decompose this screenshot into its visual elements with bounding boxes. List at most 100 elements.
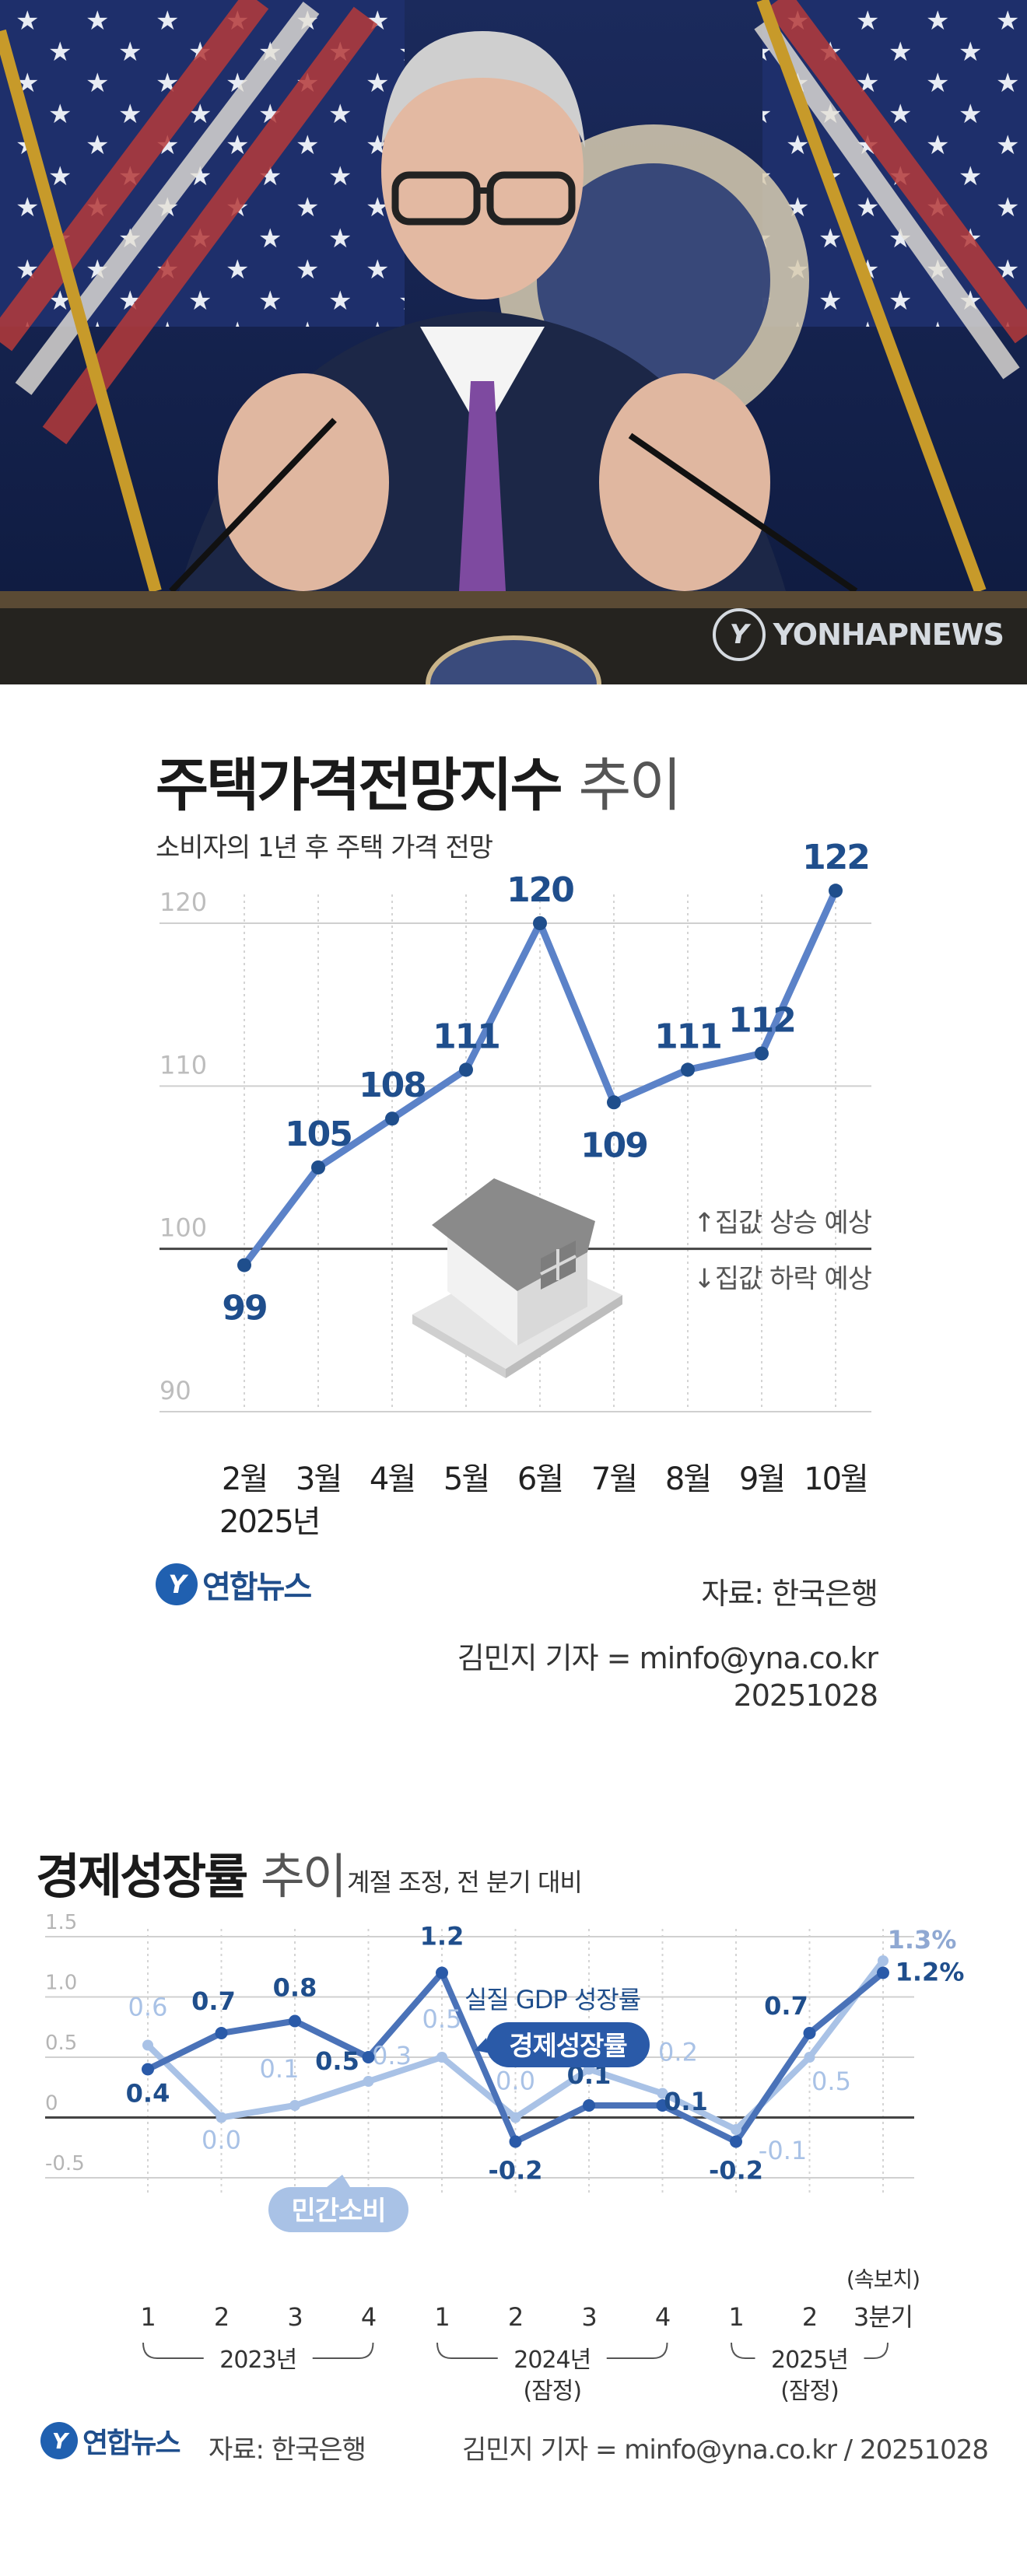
chart2-gdp-point (656, 2099, 669, 2112)
chart2-year-label: 2024년 (514, 2347, 591, 2374)
chart2-x-tick: 4 (361, 2302, 376, 2332)
chart1-x-tick: 4월 (370, 1461, 415, 1497)
chart2-consumption-point (216, 2112, 227, 2123)
chart2-y-tick: 1.0 (45, 1972, 77, 1995)
chart2-consumption-label: 0.6 (128, 1993, 168, 2022)
chart2-consumption-label: 1.3% (888, 1925, 957, 1955)
chart2-y-tick: -0.5 (45, 2152, 85, 2175)
brand-logo-2: Y 연합뉴스 (40, 2420, 181, 2461)
chart2-x-tick: 1 (140, 2302, 155, 2332)
chart2-consumption-legend-label: 민간소비 (291, 2196, 385, 2227)
chart1-annotation-up: ↑집값 상승 예상 (693, 1208, 872, 1239)
chart1-point (237, 1258, 251, 1272)
chart1-x-sublabel: 2025년 (219, 1504, 320, 1540)
chart2-consumption-point (289, 2100, 300, 2111)
chart1-annotation-down: ↓집값 하락 예상 (693, 1264, 872, 1295)
chart2-gdp-point (877, 1966, 889, 1979)
chart2-gdp-legend-label: 경제성장률 (509, 2031, 627, 2062)
reporter1-line2: 20251028 (733, 1678, 878, 1713)
yonhap-logo-icon: Y (156, 1563, 198, 1605)
chart2-gdp-point (730, 2135, 742, 2148)
brand-name: 연합뉴스 (82, 2427, 181, 2459)
chart2-consumption-label: -0.1 (759, 2136, 807, 2165)
chart1-point (459, 1062, 473, 1077)
chart2-year-note: (잠정) (523, 2378, 581, 2405)
chart2-gdp-point (289, 2014, 301, 2028)
chart2-year-label: 2023년 (219, 2347, 296, 2374)
chart2-gdp-label: -0.2 (709, 2156, 763, 2186)
chart1-x-tick: 8월 (665, 1461, 710, 1497)
press-photo: ★ ★ (0, 0, 1027, 684)
chart2-consumption-point (142, 2039, 153, 2051)
chart1-data-label: 112 (728, 1000, 795, 1040)
chart2-consumption-label: 0.1 (260, 2054, 300, 2084)
chart1-x-tick: 5월 (443, 1461, 489, 1497)
yonhap-logo-icon: Y (40, 2422, 78, 2459)
chart2-consumption-label: 0.0 (496, 2067, 535, 2096)
chart2-year-note: (잠정) (780, 2378, 839, 2405)
chart2-consumption-label: 0.0 (202, 2126, 241, 2155)
chart2-x-tick: 3 (287, 2302, 302, 2332)
chart1-y-tick: 120 (159, 887, 207, 917)
chart1-point (385, 1111, 399, 1126)
chart2-consumption-label: 0.5 (811, 2067, 851, 2096)
watermark-text: YONHAPNEWS (773, 618, 1004, 652)
chart2-consumption-label: 0.5 (422, 2004, 462, 2034)
reporter1-line1: 김민지 기자 = minfo@yna.co.kr (457, 1641, 878, 1675)
chart1-data-label: 99 (222, 1289, 266, 1328)
chart2-gdp-point (803, 2027, 816, 2039)
chart2-gdp-legend-pointer (475, 2038, 490, 2053)
chart1-point (533, 916, 547, 930)
chart2-x-tick: 1 (434, 2302, 449, 2332)
chart2-gdp-point (142, 2063, 154, 2076)
chart2-gdp-label: 1.2% (896, 1958, 965, 1987)
chart2-x-tick: 1 (728, 2302, 743, 2332)
chart2-x-tick-prefix: (속보치) (846, 2266, 920, 2292)
chart1-x-tick: 3월 (296, 1461, 341, 1497)
chart2-consumption-point (804, 2052, 815, 2063)
house-illustration (412, 1178, 622, 1378)
chart1-title-main: 주택가격전망지수 (156, 752, 563, 819)
chart2-title-suffix: 추이 (260, 1848, 347, 1905)
chart1-title-suffix: 추이 (578, 752, 682, 819)
chart2-y-tick: 1.5 (45, 1911, 77, 1934)
chart2-source: 자료: 한국은행 (209, 2434, 366, 2466)
chart1-subtitle: 소비자의 1년 후 주택 가격 전망 (156, 832, 493, 863)
chart1-x-tick: 6월 (517, 1461, 563, 1497)
chart1-reporter: 김민지 기자 = minfo@yna.co.kr 20251028 (457, 1640, 878, 1714)
chart2-x-tick: 3 (581, 2302, 596, 2332)
chart1-y-tick: 110 (159, 1050, 207, 1080)
chart2-gdp-label: 1.2 (420, 1922, 464, 1951)
yonhap-watermark: Y YONHAPNEWS (712, 608, 1004, 661)
chart2-year-label-bg (755, 2344, 864, 2372)
chart2-gdp-label: -0.2 (489, 2156, 543, 2186)
chart2-consumption-legend-pointer (327, 2175, 350, 2187)
chart2-x-tick: 4 (655, 2302, 670, 2332)
chart2-series-caption: 실질 GDP 성장률 (464, 1985, 640, 2014)
yonhap-watermark-icon: Y (712, 608, 766, 661)
chart1-data-label: 122 (802, 838, 869, 877)
chart2-consumption-point (657, 2088, 668, 2099)
chart1-data-label: 111 (433, 1017, 499, 1056)
chart2-gdp-point (583, 2099, 595, 2112)
chart1-title: 주택가격전망지수 추이 (156, 739, 682, 822)
chart2-gdp-point (509, 2135, 522, 2148)
chart1-x-tick: 7월 (591, 1461, 636, 1497)
chart2-consumption-point (510, 2112, 521, 2123)
chart1-y-tick: 100 (159, 1213, 207, 1243)
chart2-gdp-label: 0.1 (664, 2087, 708, 2116)
chart2-gdp-label: 0.8 (273, 1973, 317, 2003)
chart2-gdp-point (362, 2051, 375, 2063)
chart2-consumption-label: 0.3 (372, 2041, 412, 2070)
chart1-source: 자료: 한국은행 (701, 1577, 878, 1611)
chart1-point (829, 884, 843, 898)
chart2-x-tick: 2 (802, 2302, 817, 2332)
chart1-point (607, 1095, 621, 1110)
chart1-y-tick: 90 (159, 1376, 191, 1405)
chart1-data-label: 111 (654, 1017, 721, 1056)
chart1-data-label: 108 (359, 1066, 426, 1105)
chart2-year-label-bg (497, 2344, 607, 2372)
chart1-point (755, 1046, 769, 1061)
chart2-consumption-label: 0.2 (658, 2038, 698, 2067)
